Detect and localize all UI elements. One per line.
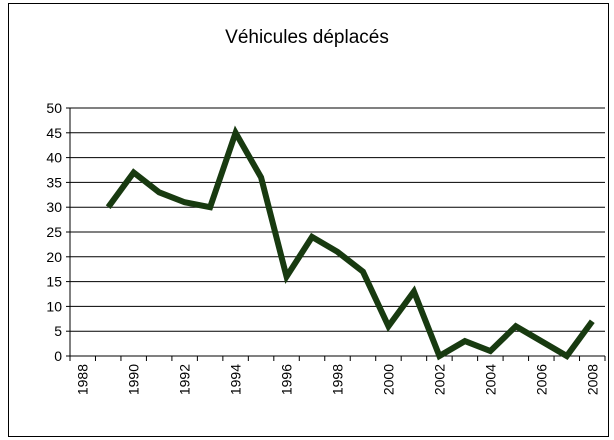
y-tick-label: 0 xyxy=(54,348,62,364)
y-tick-label: 10 xyxy=(46,298,62,314)
y-tick-label: 15 xyxy=(46,274,62,290)
x-tick-label: 1994 xyxy=(228,364,244,395)
x-tick-label: 2008 xyxy=(584,364,600,395)
y-tick-label: 45 xyxy=(46,125,62,141)
x-tick-label: 1988 xyxy=(75,364,91,395)
x-tick-label: 2000 xyxy=(380,364,396,395)
y-tick-label: 25 xyxy=(46,224,62,240)
y-tick-label: 20 xyxy=(46,249,62,265)
y-tick-label: 5 xyxy=(54,323,62,339)
chart-title: Véhicules déplacés xyxy=(225,27,389,48)
x-tick-label: 1990 xyxy=(126,364,142,395)
data-line xyxy=(105,125,595,361)
x-tick-label: 1996 xyxy=(279,364,295,395)
y-tick-label: 50 xyxy=(46,100,62,116)
x-tick-label: 1992 xyxy=(177,364,193,395)
y-tick-label: 40 xyxy=(46,150,62,166)
x-tick-label: 2002 xyxy=(431,364,447,395)
x-tick-label: 2004 xyxy=(482,364,498,395)
x-tick-label: 1998 xyxy=(330,364,346,395)
y-tick-label: 30 xyxy=(46,199,62,215)
y-tick-label: 35 xyxy=(46,174,62,190)
chart-frame xyxy=(8,3,609,437)
x-tick-label: 2006 xyxy=(533,364,549,395)
